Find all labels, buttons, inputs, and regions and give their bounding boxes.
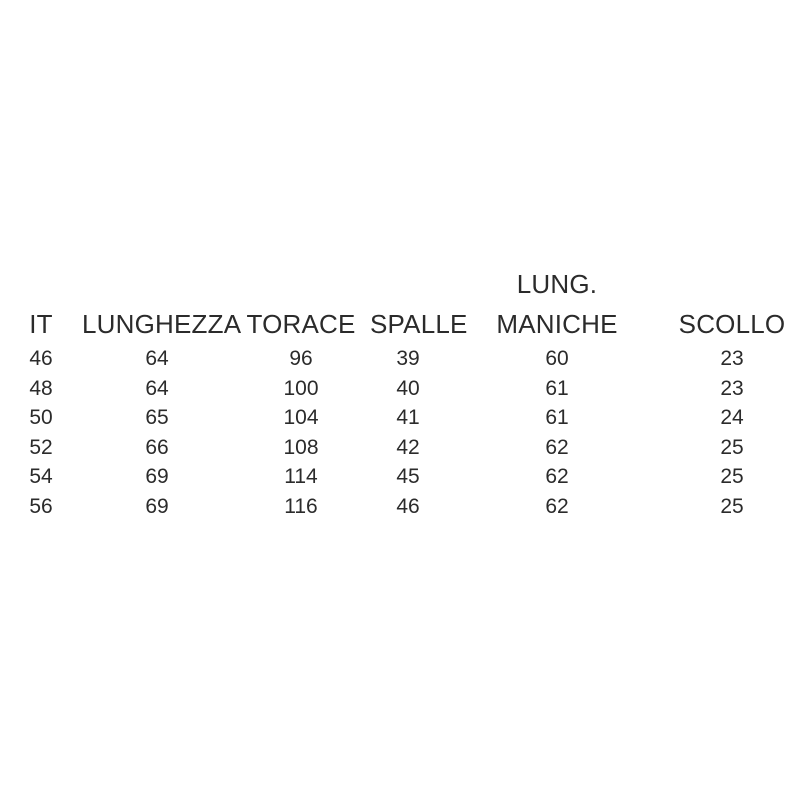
column-header-torace: TORACE	[232, 304, 370, 344]
table-cell: 23	[720, 376, 744, 400]
column-header-scollo: SCOLLO	[668, 304, 796, 344]
table-cell: 42	[396, 435, 420, 459]
table-cell: 61	[545, 406, 569, 430]
column-header-label: TORACE	[246, 309, 356, 339]
column-header-it: IT	[0, 304, 82, 344]
table-cell: 50	[29, 406, 53, 430]
table-cell: 104	[283, 406, 319, 430]
table-cell: 62	[545, 435, 569, 459]
table-row-size-46: 46 64 96 39 60 23	[0, 344, 800, 374]
table-cell: 64	[145, 376, 169, 400]
column-header-spalle: SPALLE	[370, 304, 468, 344]
table-cell: 25	[720, 494, 744, 518]
table-cell: 56	[29, 494, 53, 518]
column-header-lung-maniche: LUNG. MANICHE	[446, 264, 668, 344]
table-cell: 25	[720, 465, 744, 489]
table-cell: 54	[29, 465, 53, 489]
table-row-size-56: 56 69 116 46 62 25	[0, 492, 800, 522]
column-header-label: SPALLE	[370, 309, 468, 339]
table-cell: 69	[145, 465, 169, 489]
table-cell: 46	[396, 494, 420, 518]
column-header-label-line2: MANICHE	[496, 309, 618, 339]
table-row-size-52: 52 66 108 42 62 25	[0, 433, 800, 463]
table-cell: 66	[145, 435, 169, 459]
table-row-size-50: 50 65 104 41 61 24	[0, 403, 800, 433]
table-cell: 23	[720, 347, 744, 370]
table-cell: 100	[283, 376, 319, 400]
table-cell: 61	[545, 376, 569, 400]
table-cell: 39	[396, 347, 420, 370]
table-cell: 114	[284, 465, 318, 489]
table-cell: 46	[29, 347, 53, 370]
size-table: IT LUNGHEZZA TORACE SPALLE LUNG. MANICHE…	[0, 264, 800, 522]
column-header-label: SCOLLO	[678, 309, 786, 339]
table-cell: 108	[283, 435, 319, 459]
table-cell: 64	[145, 347, 169, 370]
table-cell: 48	[29, 376, 53, 400]
table-cell: 96	[289, 347, 313, 370]
table-cell: 25	[720, 435, 744, 459]
table-row-size-54: 54 69 114 45 62 25	[0, 462, 800, 492]
table-cell: 24	[720, 406, 744, 430]
table-cell: 69	[145, 494, 169, 518]
table-cell: 60	[545, 347, 569, 370]
column-header-label: IT	[29, 309, 53, 339]
column-header-label-line1: LUNG.	[516, 269, 598, 299]
column-header-lunghezza: LUNGHEZZA	[82, 304, 242, 344]
table-cell: 52	[29, 435, 53, 459]
table-cell: 116	[284, 494, 318, 518]
table-cell: 62	[545, 465, 569, 489]
table-cell: 65	[145, 406, 169, 430]
table-cell: 40	[396, 376, 420, 400]
table-cell: 41	[396, 406, 420, 430]
table-cell: 45	[396, 465, 420, 489]
table-header-row: IT LUNGHEZZA TORACE SPALLE LUNG. MANICHE…	[0, 264, 800, 344]
table-cell: 62	[545, 494, 569, 518]
table-row-size-48: 48 64 100 40 61 23	[0, 374, 800, 404]
column-header-label: LUNGHEZZA	[82, 309, 242, 339]
